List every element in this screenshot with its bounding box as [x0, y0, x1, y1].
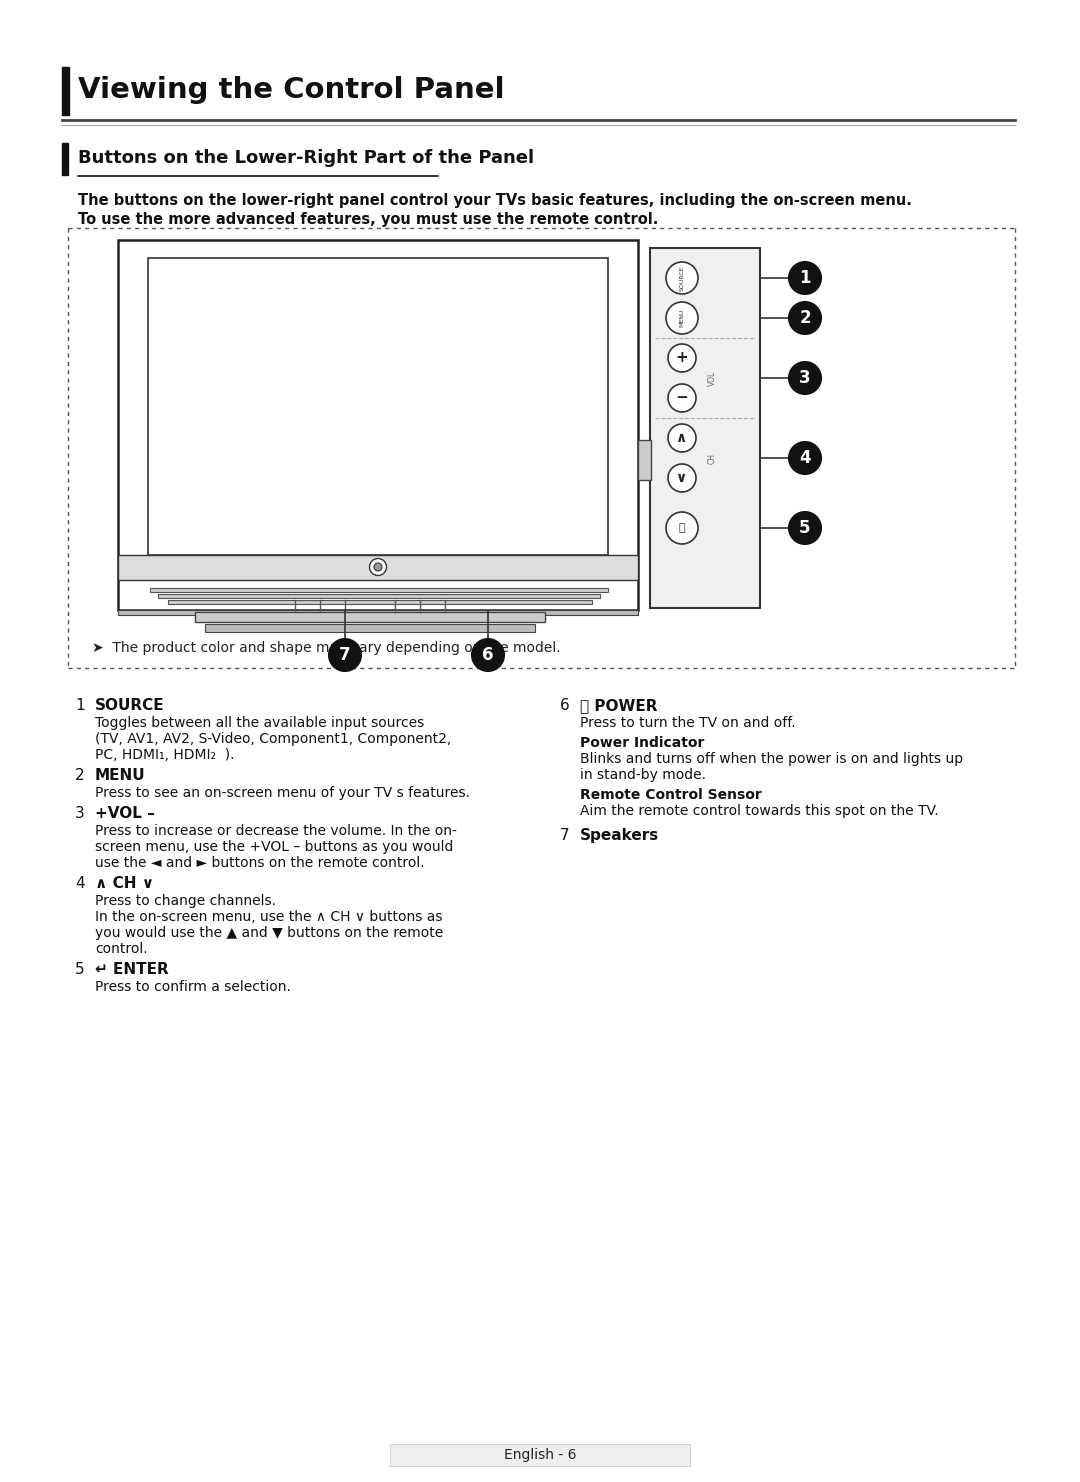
Circle shape [669, 424, 696, 452]
Bar [62, 142, 68, 175]
Text: ⏻ POWER: ⏻ POWER [580, 698, 658, 713]
Bar [62, 67, 69, 116]
Bar [148, 258, 608, 554]
Text: 7: 7 [561, 828, 569, 843]
Circle shape [669, 344, 696, 372]
Text: In the on-screen menu, use the ∧ CH ∨ buttons as: In the on-screen menu, use the ∧ CH ∨ bu… [95, 910, 443, 923]
Bar [205, 624, 535, 631]
Text: CH: CH [707, 452, 716, 464]
Bar [118, 554, 638, 579]
Text: in stand-by mode.: in stand-by mode. [580, 768, 706, 782]
Text: −: − [676, 390, 688, 406]
Text: Press to turn the TV on and off.: Press to turn the TV on and off. [580, 716, 796, 731]
Bar [638, 440, 651, 480]
Bar [650, 247, 760, 608]
Text: 1: 1 [75, 698, 84, 713]
Circle shape [329, 639, 361, 671]
Text: Buttons on the Lower-Right Part of the Panel: Buttons on the Lower-Right Part of the P… [78, 150, 535, 167]
Text: Power Indicator: Power Indicator [580, 737, 704, 750]
Circle shape [666, 511, 698, 544]
Circle shape [369, 559, 387, 575]
Text: SOURCE: SOURCE [679, 265, 685, 290]
Circle shape [669, 384, 696, 412]
Text: 2: 2 [799, 310, 811, 328]
Text: Press to change channels.: Press to change channels. [95, 894, 276, 908]
Bar [158, 594, 600, 599]
Text: MENU: MENU [95, 768, 146, 782]
Text: Blinks and turns off when the power is on and lights up: Blinks and turns off when the power is o… [580, 751, 963, 766]
Text: you would use the ▲ and ▼ buttons on the remote: you would use the ▲ and ▼ buttons on the… [95, 926, 443, 940]
Text: screen menu, use the +VOL – buttons as you would: screen menu, use the +VOL – buttons as y… [95, 840, 454, 854]
Text: MENU: MENU [679, 308, 685, 328]
Bar [118, 611, 638, 615]
Text: ↵ ENTER: ↵ ENTER [95, 962, 168, 977]
Text: ∧ CH ∨: ∧ CH ∨ [95, 876, 154, 891]
Circle shape [669, 464, 696, 492]
Bar [168, 600, 592, 605]
Text: +VOL –: +VOL – [95, 806, 154, 821]
Circle shape [666, 302, 698, 333]
Circle shape [472, 639, 504, 671]
Text: 3: 3 [799, 369, 811, 387]
Text: 4: 4 [75, 876, 84, 891]
Text: ∨: ∨ [676, 471, 688, 485]
Text: ∧: ∧ [676, 431, 688, 445]
Text: ➤  The product color and shape may vary depending on the model.: ➤ The product color and shape may vary d… [92, 642, 561, 655]
Text: +: + [676, 351, 688, 366]
Bar [390, 1443, 690, 1466]
Text: Press to see an on-screen menu of your TV s features.: Press to see an on-screen menu of your T… [95, 785, 470, 800]
Bar [195, 612, 545, 622]
Text: Press to increase or decrease the volume. In the on-: Press to increase or decrease the volume… [95, 824, 457, 837]
Text: To use the more advanced features, you must use the remote control.: To use the more advanced features, you m… [78, 212, 659, 227]
Text: 5: 5 [799, 519, 811, 536]
Text: The buttons on the lower-right panel control your TVs basic features, including : The buttons on the lower-right panel con… [78, 193, 912, 207]
Text: 6: 6 [483, 646, 494, 664]
Text: English - 6: English - 6 [503, 1448, 577, 1463]
Circle shape [789, 262, 821, 293]
Text: 7: 7 [339, 646, 351, 664]
Text: 5: 5 [75, 962, 84, 977]
Text: 4: 4 [799, 449, 811, 467]
Text: Toggles between all the available input sources: Toggles between all the available input … [95, 716, 424, 731]
Circle shape [789, 302, 821, 333]
Bar [118, 240, 638, 611]
Circle shape [374, 563, 382, 571]
Text: Remote Control Sensor: Remote Control Sensor [580, 788, 761, 802]
Text: 1: 1 [799, 270, 811, 288]
Text: PC, HDMI₁, HDMI₂  ).: PC, HDMI₁, HDMI₂ ). [95, 748, 234, 762]
Text: 3: 3 [75, 806, 84, 821]
Text: Viewing the Control Panel: Viewing the Control Panel [78, 76, 504, 104]
Text: SOURCE: SOURCE [95, 698, 164, 713]
Text: Aim the remote control towards this spot on the TV.: Aim the remote control towards this spot… [580, 805, 939, 818]
Text: use the ◄ and ► buttons on the remote control.: use the ◄ and ► buttons on the remote co… [95, 857, 424, 870]
Text: Speakers: Speakers [580, 828, 659, 843]
Text: VOL: VOL [707, 370, 716, 385]
Circle shape [666, 262, 698, 293]
Circle shape [789, 362, 821, 394]
Text: ⏻: ⏻ [678, 523, 686, 534]
Text: 6: 6 [561, 698, 570, 713]
Circle shape [789, 511, 821, 544]
Text: control.: control. [95, 943, 148, 956]
Text: Press to confirm a selection.: Press to confirm a selection. [95, 980, 291, 994]
Text: 2: 2 [75, 768, 84, 782]
Bar [150, 588, 608, 591]
Circle shape [789, 442, 821, 474]
Text: (TV, AV1, AV2, S-Video, Component1, Component2,: (TV, AV1, AV2, S-Video, Component1, Comp… [95, 732, 451, 745]
